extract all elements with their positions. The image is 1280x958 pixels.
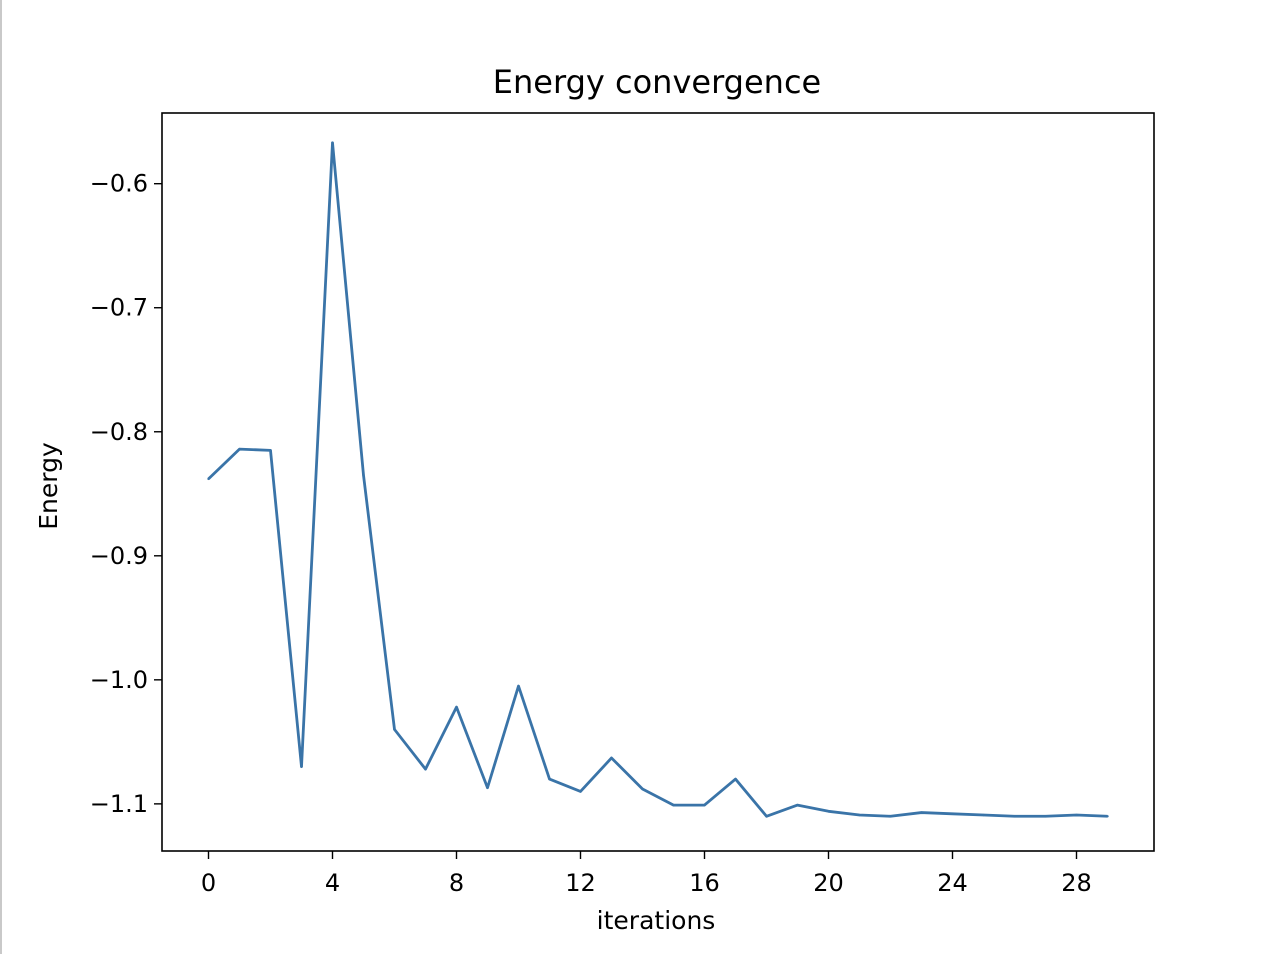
- x-tick-label: 0: [201, 869, 216, 897]
- data-point-25: [982, 813, 985, 817]
- data-point-0: [207, 477, 210, 481]
- data-point-19: [796, 803, 799, 807]
- y-axis-label: Energy: [34, 442, 63, 530]
- data-point-4: [331, 141, 334, 144]
- data-point-22: [889, 815, 892, 818]
- data-point-28: [1075, 813, 1078, 817]
- series-line-0: [207, 141, 1108, 818]
- data-point-24: [951, 812, 954, 815]
- data-point-8: [455, 705, 458, 709]
- data-point-18: [765, 815, 768, 818]
- x-tick-label: 28: [1061, 869, 1092, 897]
- data-point-14: [641, 787, 644, 791]
- data-point-6: [393, 728, 396, 731]
- x-tick-label: 4: [325, 869, 340, 897]
- chart-title: Energy convergence: [493, 63, 821, 101]
- data-point-10: [517, 684, 520, 688]
- data-point-16: [703, 803, 706, 807]
- data-point-26: [1013, 815, 1016, 818]
- data-point-5: [362, 473, 365, 477]
- data-point-1: [238, 447, 241, 451]
- x-tick-label: 20: [813, 869, 844, 897]
- data-point-7: [424, 767, 427, 771]
- data-point-11: [548, 777, 551, 781]
- data-point-29: [1106, 815, 1109, 818]
- y-tick-label: −0.8: [90, 418, 148, 446]
- y-tick-label: −0.7: [90, 294, 148, 322]
- window-left-edge: [0, 0, 2, 954]
- data-point-12: [579, 790, 582, 793]
- data-point-21: [858, 813, 861, 817]
- y-tick-label: −1.1: [90, 790, 148, 818]
- x-axis-ticks: 0 4 8 12 16 20 24 28: [201, 851, 1092, 897]
- data-point-20: [827, 810, 830, 813]
- data-point-2: [269, 449, 272, 452]
- data-point-15: [672, 803, 675, 807]
- data-point-3: [300, 765, 303, 768]
- data-point-9: [486, 786, 489, 789]
- axes-frame: [161, 112, 1155, 852]
- plot-area: [161, 112, 1155, 852]
- data-point-17: [734, 777, 737, 781]
- x-tick-label: 24: [937, 869, 968, 897]
- x-axis-label: iterations: [597, 906, 716, 935]
- x-tick-label: 8: [449, 869, 464, 897]
- series-layer: [207, 141, 1109, 818]
- y-tick-label: −0.9: [90, 542, 148, 570]
- data-point-27: [1044, 815, 1047, 818]
- x-tick-label: 12: [565, 869, 596, 897]
- x-tick-label: 16: [689, 869, 720, 897]
- data-point-13: [610, 756, 613, 760]
- data-point-23: [920, 811, 923, 814]
- y-axis-ticks: −0.6 −0.7 −0.8 −0.9 −1.0 −1.1: [90, 170, 162, 818]
- y-tick-label: −0.6: [90, 170, 148, 198]
- y-tick-label: −1.0: [90, 666, 148, 694]
